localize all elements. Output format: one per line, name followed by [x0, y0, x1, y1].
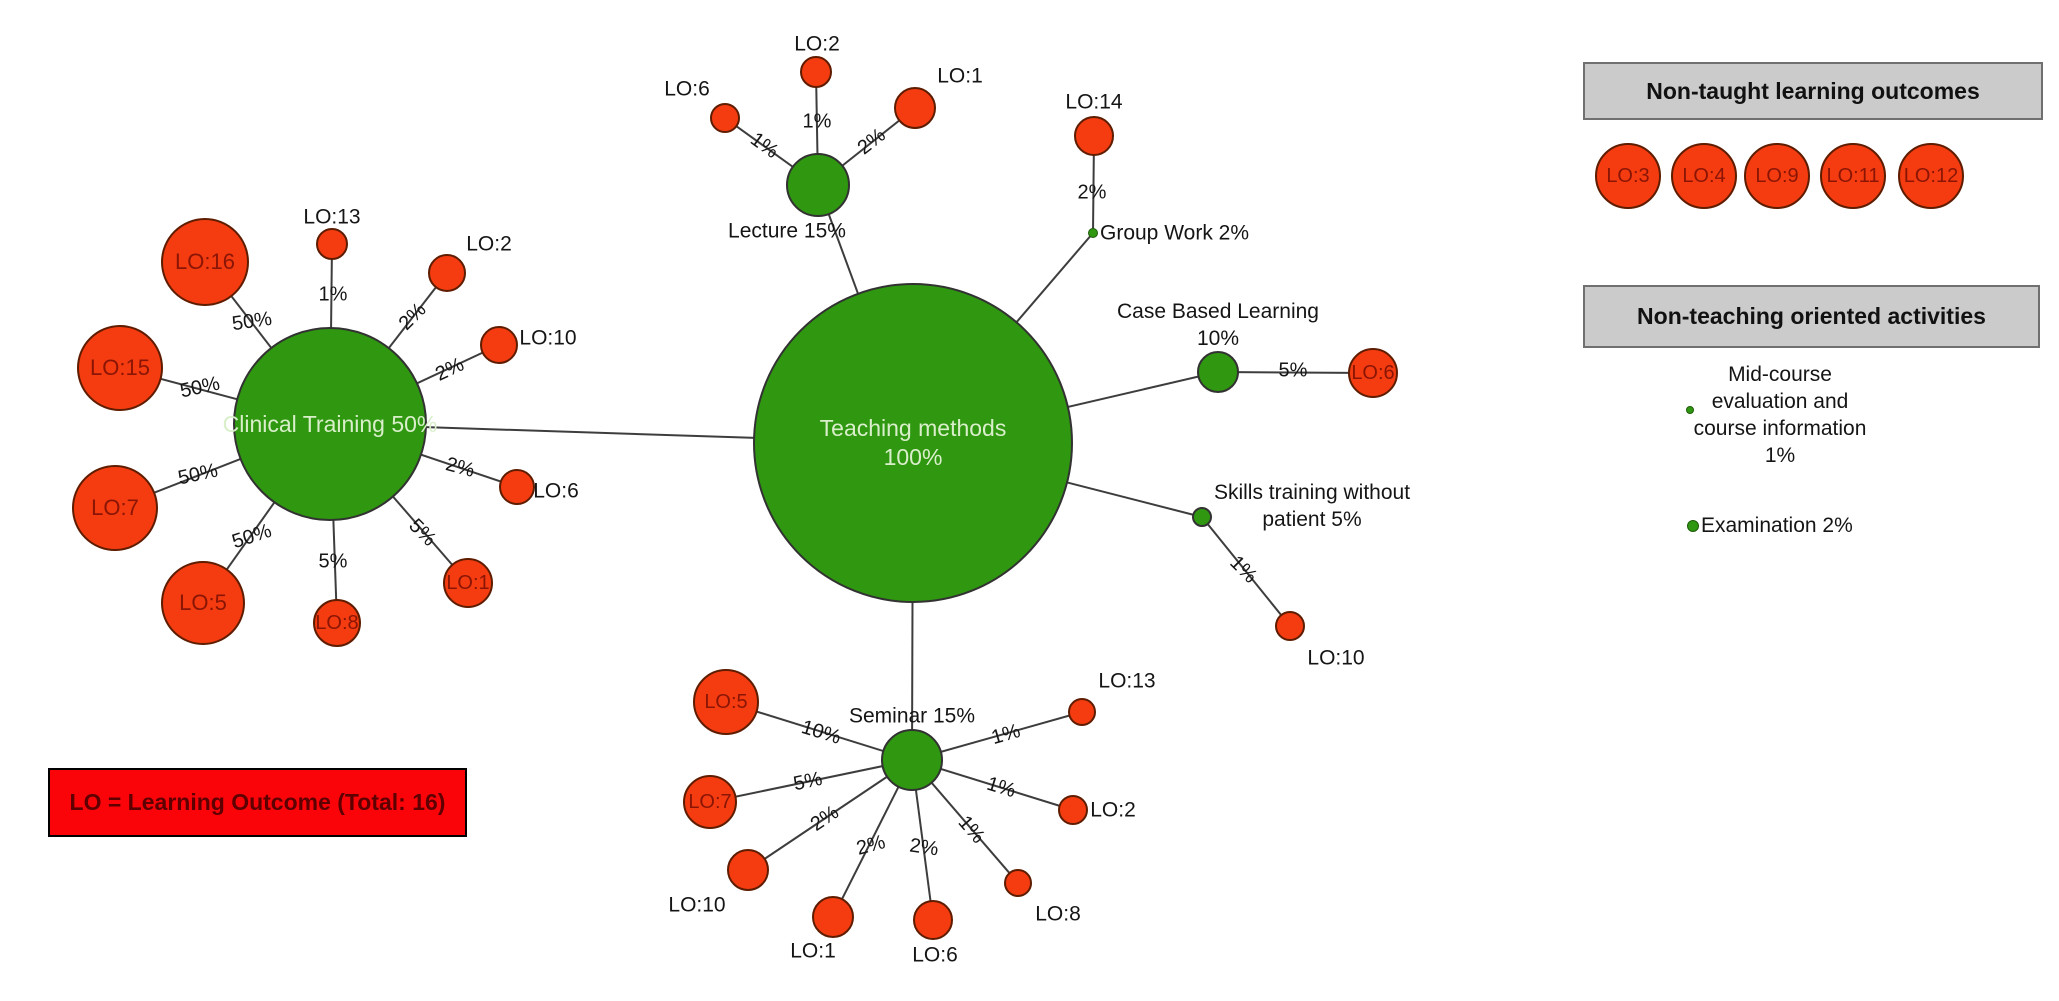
node-examination [1687, 520, 1699, 532]
node-clinical-lo15: LO:15 [77, 325, 163, 411]
node-clinical-lo6 [499, 469, 535, 505]
lecture-label: Lecture 15% [728, 219, 846, 243]
lo14-groupwork-label: LO:14 [1065, 90, 1123, 114]
node-clinical-lo10 [480, 326, 518, 364]
edge-percent-label: 5% [318, 550, 348, 573]
lo13-seminar-label: LO:13 [1098, 669, 1156, 693]
edge-line [747, 759, 913, 871]
node-seminar-lo13 [1068, 698, 1096, 726]
node-nontaught-lo4: LO:4 [1671, 143, 1737, 209]
legend-text: LO = Learning Outcome (Total: 16) [69, 789, 446, 815]
node-clinical-lo7: LO:7 [72, 465, 158, 551]
seminar-label: Seminar 15% [848, 704, 976, 728]
edge-percent-label: 1% [318, 283, 348, 306]
edge-percent-label: 2% [1077, 181, 1107, 204]
node-clinical-lo13 [316, 228, 348, 260]
skills-training-label: Skills training without patient 5% [1213, 481, 1411, 531]
edge-line [709, 759, 913, 803]
node-group-work [1088, 228, 1098, 238]
node-nontaught-lo9: LO:9 [1744, 143, 1810, 209]
lo2-lecture-label: LO:2 [794, 32, 840, 56]
node-seminar-lo2 [1058, 795, 1088, 825]
node-clinical-lo8: LO:8 [313, 599, 361, 647]
node-skills-training [1192, 507, 1212, 527]
node-case-based-learning [1197, 351, 1239, 393]
edge-percent-label: 5% [1278, 359, 1308, 382]
edge-percent-label: 2% [908, 834, 940, 861]
non-teaching-activities-header: Non-teaching oriented activities [1583, 285, 2040, 348]
node-seminar [881, 729, 943, 791]
group-work-label: Group Work 2% [1100, 221, 1249, 245]
node-clinical-lo16: LO:16 [161, 218, 249, 306]
examination-label: Examination 2% [1701, 514, 1853, 537]
node-teaching-methods: Teaching methods 100% [753, 283, 1073, 603]
lo2-seminar-label: LO:2 [1090, 798, 1136, 822]
node-mid-course [1686, 406, 1694, 414]
node-clinical-lo1: LO:1 [443, 558, 493, 608]
lo6-lecture-label: LO:6 [664, 77, 710, 101]
case-based-learning-label: Case Based Learning 10% [1117, 300, 1319, 350]
node-skills-lo10 [1275, 611, 1305, 641]
node-seminar-lo8 [1004, 869, 1032, 897]
lo6-seminar-label: LO:6 [912, 943, 958, 967]
node-seminar-lo6 [913, 900, 953, 940]
edge-line [1217, 371, 1374, 374]
node-lecture-lo1 [894, 87, 936, 129]
non-teaching-activities-title: Non-teaching oriented activities [1637, 303, 1986, 329]
lo10-seminar-label: LO:10 [668, 893, 726, 917]
lo2-clinical-label: LO:2 [466, 232, 512, 256]
legend-box: LO = Learning Outcome (Total: 16) [48, 768, 467, 837]
non-taught-outcomes-header: Non-taught learning outcomes [1583, 62, 2043, 120]
mid-course-evaluation-label: Mid-course evaluation and course informa… [1693, 363, 1867, 467]
node-nontaught-lo3: LO:3 [1595, 143, 1661, 209]
lo10-skills-label: LO:10 [1307, 646, 1365, 670]
node-groupwork-lo14 [1074, 116, 1114, 156]
node-seminar-lo1 [812, 896, 854, 938]
node-lecture-lo2 [800, 56, 832, 88]
node-seminar-lo7: LO:7 [683, 775, 737, 829]
node-cbl-lo6: LO:6 [1348, 348, 1398, 398]
node-lecture [786, 153, 850, 217]
non-taught-outcomes-title: Non-taught learning outcomes [1646, 77, 1980, 104]
lo13-clinical-label: LO:13 [303, 205, 361, 229]
node-seminar-lo5: LO:5 [693, 669, 759, 735]
edge-line [1201, 516, 1291, 627]
node-clinical-training: Clinical Training 50% [223, 327, 437, 521]
lo8-seminar-label: LO:8 [1035, 902, 1081, 926]
lo1-lecture-label: LO:1 [937, 64, 983, 88]
node-clinical-lo5: LO:5 [161, 561, 245, 645]
node-lecture-lo6 [710, 103, 740, 133]
node-nontaught-lo12: LO:12 [1898, 143, 1964, 209]
lo6-clinical-label: LO:6 [533, 479, 579, 503]
node-nontaught-lo11: LO:11 [1820, 143, 1886, 209]
lo10-clinical-label: LO:10 [519, 326, 577, 350]
edge-percent-label: 1% [802, 110, 832, 133]
node-clinical-lo2 [428, 254, 466, 292]
node-seminar-lo10 [727, 849, 769, 891]
lo1-seminar-label: LO:1 [790, 939, 836, 963]
